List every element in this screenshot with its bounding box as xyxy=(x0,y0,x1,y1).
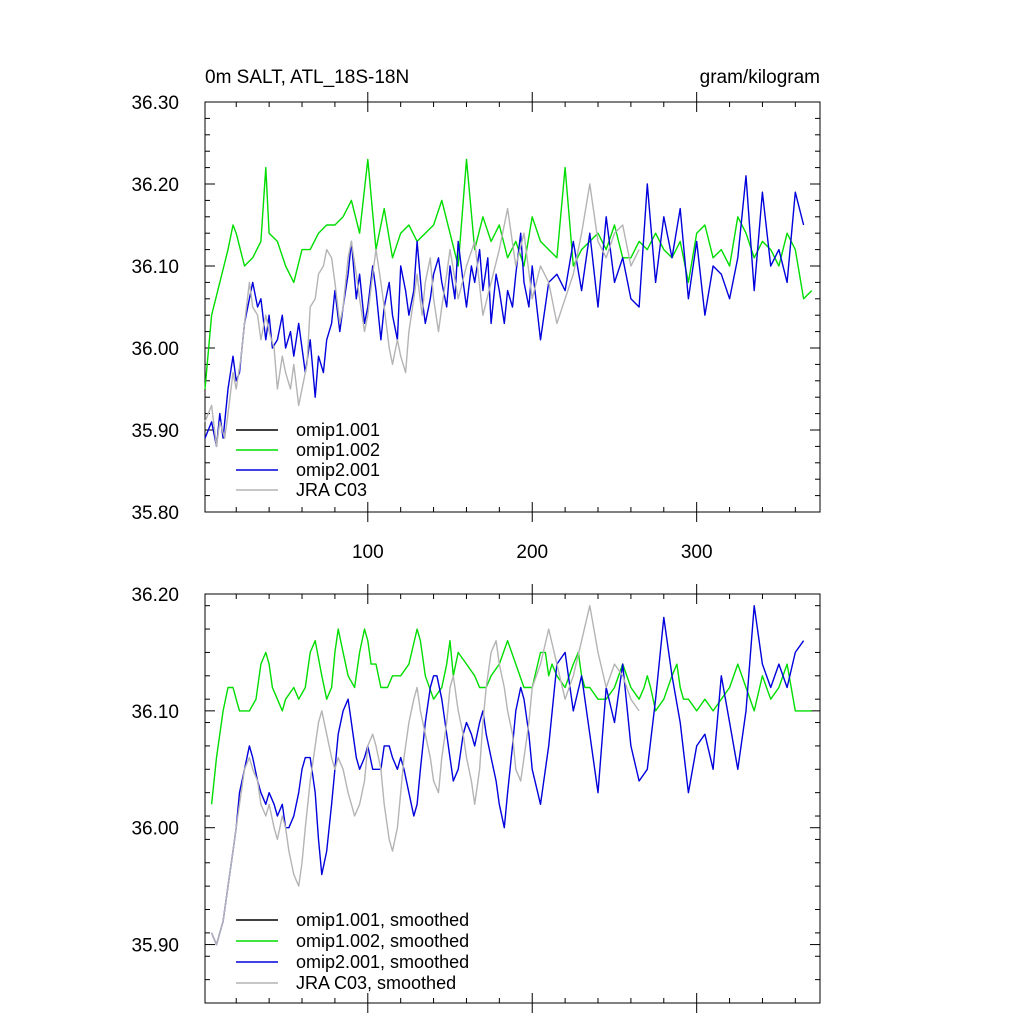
legend-label: omip1.002 xyxy=(296,440,380,460)
series-line-omip2-001-smoothed xyxy=(210,605,805,946)
y-tick-label: 36.10 xyxy=(131,702,179,723)
legend-label: omip1.002, smoothed xyxy=(296,931,469,951)
x-tick-label: 200 xyxy=(516,542,548,563)
y-tick-label: 35.90 xyxy=(131,936,179,957)
units-label: gram/kilogram xyxy=(700,67,820,88)
series-line-jra-c03-smoothed xyxy=(210,605,640,946)
y-tick-label: 36.30 xyxy=(131,93,179,114)
y-tick-label: 35.80 xyxy=(131,503,179,524)
chart-title: 0m SALT, ATL_18S-18N xyxy=(205,67,409,88)
legend-label: omip1.001 xyxy=(296,420,380,440)
y-tick-label: 36.00 xyxy=(131,819,179,840)
x-tick-label: 100 xyxy=(352,542,384,563)
legend-label: JRA C03 xyxy=(296,480,367,500)
series-line-omip2-001 xyxy=(204,175,805,448)
legend-label: omip1.001, smoothed xyxy=(296,910,469,930)
x-tick-label: 300 xyxy=(681,542,713,563)
y-tick-label: 36.10 xyxy=(131,257,179,278)
y-tick-label: 35.90 xyxy=(131,421,179,442)
legend-label: JRA C03, smoothed xyxy=(296,973,456,993)
plot-frame xyxy=(204,101,821,513)
legend-label: omip2.001 xyxy=(296,460,380,480)
series-line-omip1-002 xyxy=(204,158,813,390)
legend-label: omip2.001, smoothed xyxy=(296,952,469,972)
series-line-omip1-002-smoothed xyxy=(210,628,812,805)
y-tick-label: 36.20 xyxy=(131,585,179,606)
y-tick-label: 36.00 xyxy=(131,339,179,360)
y-tick-label: 36.20 xyxy=(131,175,179,196)
series-line-jra-c03 xyxy=(204,183,640,448)
top-panel: 35.80 35.90 36.00 36.10 36.20 36.30 100 200 300 o… xyxy=(131,92,821,563)
plot-frame xyxy=(204,593,821,1004)
